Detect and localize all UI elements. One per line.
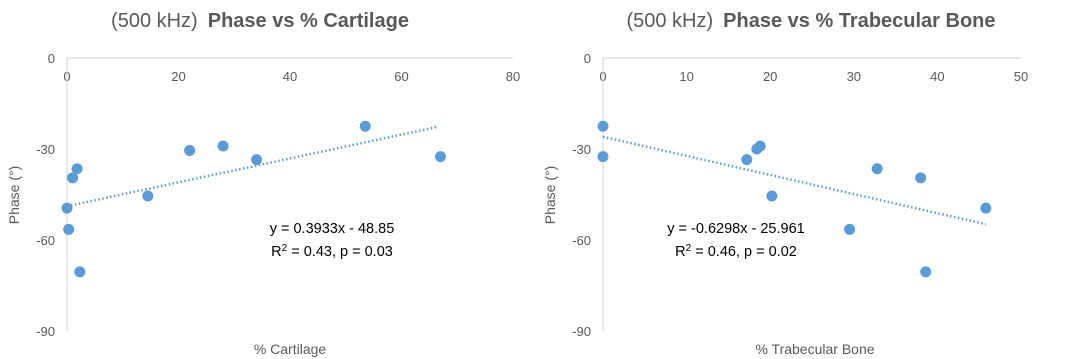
regression-stats: R2 = 0.43, p = 0.03	[271, 243, 393, 261]
x-tick-label: 40	[930, 69, 944, 84]
chart-phase-vs-trabecular-bone: (500 kHz) Phase vs % Trabecular Bone 0 -3…	[536, 0, 1072, 359]
y-tick-label: -30	[36, 142, 55, 157]
y-tick-label: -90	[36, 324, 55, 339]
x-tick-label: 80	[506, 69, 520, 84]
data-point	[67, 172, 79, 184]
data-point	[142, 190, 154, 202]
chart-title: (500 kHz) Phase vs % Cartilage	[111, 10, 409, 32]
data-point	[359, 120, 371, 132]
r2-superscript: 2	[686, 243, 692, 254]
data-point	[915, 172, 927, 184]
y-tick-label: -90	[572, 324, 591, 339]
x-tick-label: 60	[394, 69, 408, 84]
y-axis-label: Phase (°)	[542, 166, 558, 225]
x-tick-label: 20	[763, 69, 777, 84]
y-tick-label: 0	[584, 51, 591, 66]
chart-title-main: Phase vs % Cartilage	[208, 10, 409, 32]
regression-equation: y = -0.6298x - 25.961	[667, 221, 804, 237]
trendline	[602, 135, 987, 226]
x-axis-label: % Trabecular Bone	[755, 341, 874, 357]
x-tick-label: 30	[847, 69, 861, 84]
data-point	[61, 202, 73, 214]
chart-title-prefix: (500 kHz)	[111, 10, 198, 32]
data-point	[435, 151, 447, 163]
y-tick-label: -60	[572, 233, 591, 248]
data-point	[63, 223, 75, 235]
data-point	[844, 223, 856, 235]
data-points	[61, 120, 447, 278]
data-points	[597, 120, 992, 278]
regression-equation: y = 0.3933x - 48.85	[270, 221, 395, 237]
y-axis-ticks: 0 -30 -60 -90	[36, 51, 55, 339]
r2-prefix: R	[675, 244, 685, 260]
y-tick-label: -60	[36, 233, 55, 248]
chart-svg: (500 kHz) Phase vs % Cartilage 0 -30 -60 -9…	[6, 10, 520, 357]
r2-superscript: 2	[282, 243, 288, 254]
data-point	[741, 154, 753, 166]
r2-rest: = 0.43, p = 0.03	[287, 244, 393, 260]
chart-title: (500 kHz) Phase vs % Trabecular Bone	[626, 10, 995, 32]
data-point	[597, 151, 609, 163]
regression-stats: R2 = 0.46, p = 0.02	[675, 243, 797, 261]
data-point	[871, 163, 883, 175]
y-tick-label: 0	[48, 51, 55, 66]
y-axis-ticks: 0 -30 -60 -90	[572, 51, 591, 339]
r2-rest: = 0.46, p = 0.02	[691, 244, 797, 260]
x-axis-label: % Cartilage	[254, 341, 327, 357]
trendline	[66, 125, 438, 208]
chart-svg: (500 kHz) Phase vs % Trabecular Bone 0 -3…	[542, 10, 1028, 357]
data-point	[217, 140, 229, 152]
data-point	[251, 154, 263, 166]
y-tick-label: -30	[572, 142, 591, 157]
chart-title-main: Phase vs % Trabecular Bone	[723, 10, 995, 32]
y-axis-label: Phase (°)	[6, 166, 22, 225]
x-tick-label: 40	[283, 69, 297, 84]
data-point	[597, 120, 609, 132]
data-point	[766, 190, 778, 202]
data-point	[71, 163, 83, 175]
data-point	[920, 266, 932, 278]
data-point	[980, 202, 992, 214]
data-point	[754, 140, 766, 152]
data-point	[74, 266, 86, 278]
x-tick-label: 50	[1014, 69, 1028, 84]
data-point	[184, 145, 196, 157]
x-tick-label: 10	[679, 69, 693, 84]
x-tick-label: 20	[171, 69, 185, 84]
r2-prefix: R	[271, 244, 281, 260]
chart-phase-vs-cartilage: (500 kHz) Phase vs % Cartilage 0 -30 -60 -9…	[6, 10, 520, 357]
chart-title-prefix: (500 kHz)	[626, 10, 713, 32]
